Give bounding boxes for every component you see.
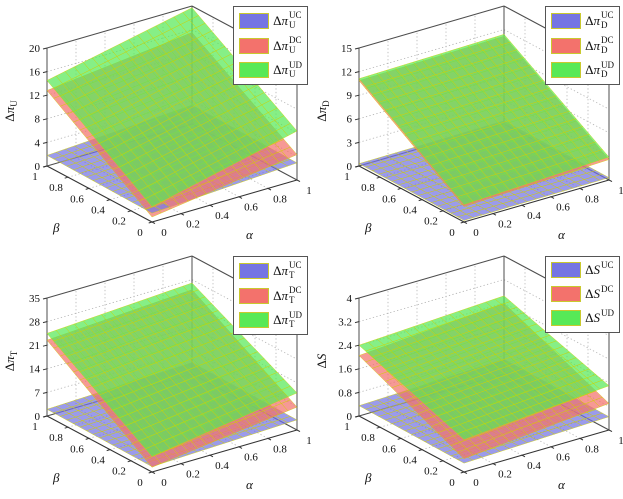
z-axis-label: ΔS <box>314 353 329 369</box>
legend-swatch <box>239 262 270 279</box>
z-axis-label: ΔπU <box>2 100 19 122</box>
legend-swatch <box>239 12 270 29</box>
y-axis-label: β <box>365 470 372 485</box>
legend-swatch <box>551 286 582 303</box>
legend-swatch <box>551 310 582 327</box>
legend-swatch <box>239 287 270 304</box>
legend: Δ S UC Δ S DC Δ S UD <box>545 256 620 333</box>
legend-swatch <box>551 37 582 54</box>
legend-label: Δ S UC <box>585 260 614 278</box>
legend-swatch <box>239 312 270 329</box>
legend-swatch <box>551 262 582 279</box>
x-axis-label: α <box>558 477 565 492</box>
legend-swatch <box>551 62 582 79</box>
x-axis-label: α <box>246 477 253 492</box>
y-axis-label: β <box>53 470 60 485</box>
legend-swatch <box>551 12 582 29</box>
legend-item: Δ S UC <box>551 260 614 280</box>
legend-item: Δ S UD <box>551 307 614 328</box>
x-axis-label: α <box>558 227 565 242</box>
legend-swatch <box>239 62 270 79</box>
legend-swatch <box>239 37 270 54</box>
subplot-delta-s: ΔS α β Δ S UC Δ S DC Δ S UD <box>312 250 623 499</box>
y-axis-label: β <box>53 220 60 235</box>
legend-label: Δ S UD <box>585 307 614 326</box>
z-axis-label: ΔπT <box>2 350 19 372</box>
legend-label: Δ S DC <box>585 283 614 302</box>
x-axis-label: α <box>246 227 253 242</box>
y-axis-label: β <box>365 220 372 235</box>
legend-item: Δ S DC <box>551 283 614 304</box>
z-axis-label: ΔπD <box>314 100 331 122</box>
